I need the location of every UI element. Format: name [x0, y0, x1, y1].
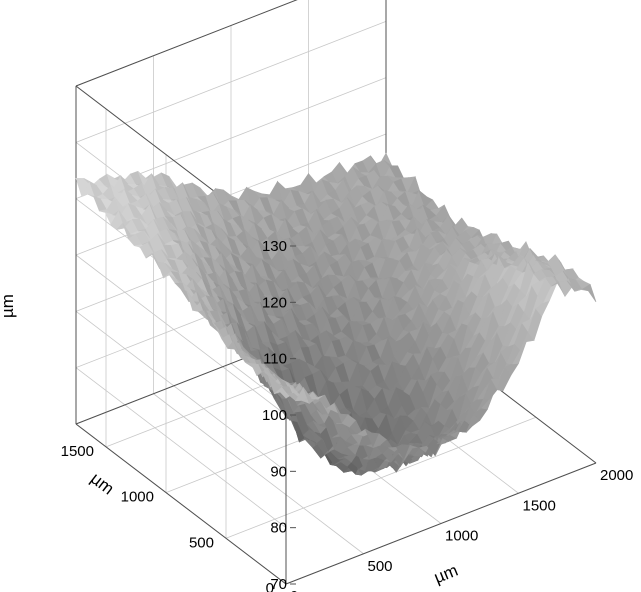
box-edge	[75, 0, 298, 87]
x-tick-label: 500	[368, 558, 393, 575]
x-tick-label: 0	[290, 588, 298, 592]
grid-line	[75, 367, 287, 528]
z-tick-label: 120	[262, 294, 287, 311]
y-tick-label: 1000	[121, 489, 154, 506]
x-tick-label: 1500	[523, 497, 556, 514]
box-edge	[285, 462, 597, 585]
z-tick-label: 70	[270, 576, 287, 592]
surface-facet	[581, 283, 597, 303]
surface	[75, 152, 597, 476]
grid-line	[153, 393, 364, 555]
grid-line	[75, 311, 287, 472]
x-axis-title: µm	[431, 561, 460, 588]
y-tick-label: 500	[189, 534, 214, 551]
z-tick-label: 110	[263, 351, 287, 368]
z-tick-label: 90	[270, 463, 287, 480]
grid-line	[225, 416, 537, 539]
z-tick-label: 80	[270, 520, 287, 537]
z-tick-label: 130	[262, 238, 287, 255]
grid-line	[75, 254, 287, 416]
x-tick-label: 1000	[445, 528, 478, 545]
y-tick-label: 0	[266, 580, 274, 592]
box-edge	[75, 423, 287, 585]
tick-labels: 70 80 90 100 110 120 130 0 500 1000 1500 0 500 1000 15…	[61, 238, 634, 592]
z-axis-title: µm	[0, 294, 17, 318]
z-tick-label: 100	[262, 407, 287, 424]
x-tick-label: 2000	[600, 467, 633, 484]
y-tick-label: 1500	[61, 443, 94, 460]
y-axis-title: µm	[87, 469, 118, 499]
